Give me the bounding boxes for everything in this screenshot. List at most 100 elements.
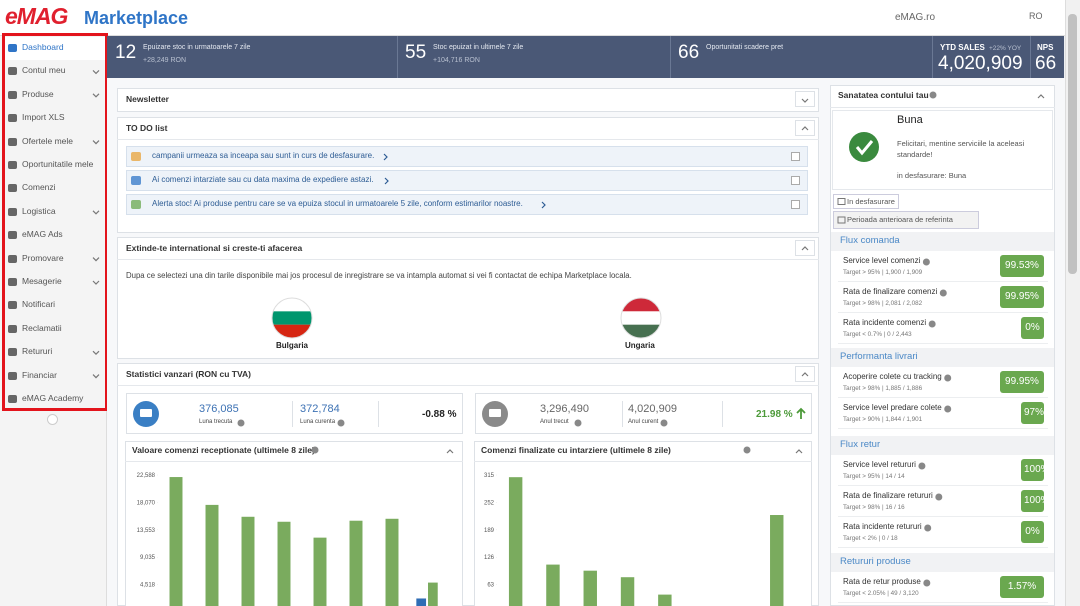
metric-name: Acoperire colete cu tracking (843, 372, 942, 381)
sidebar-item[interactable]: Logistica (22, 205, 56, 216)
kpi-bar (107, 36, 1064, 78)
site-selector[interactable]: eMAG.ro (895, 12, 936, 23)
panel-divider (125, 461, 463, 462)
sidebar-item[interactable]: eMAG Ads (22, 229, 63, 240)
kpi-sub: +28,249 RON (143, 57, 186, 64)
tab-label[interactable]: In desfasurare (847, 196, 895, 206)
sales-change: -0.88 % (422, 409, 457, 420)
todo-item[interactable] (126, 146, 808, 167)
sidebar-item[interactable]: Ofertele mele (22, 135, 74, 146)
sales-value: 376,085 (199, 403, 239, 415)
kpi-divider (670, 36, 671, 78)
tab[interactable] (833, 194, 899, 209)
row-divider (838, 547, 1048, 548)
sidebar-icon (8, 90, 17, 99)
metric-name: Service level retururi (843, 460, 916, 469)
panel-toggle[interactable] (795, 91, 815, 107)
todo-icon (131, 176, 141, 185)
sidebar-item[interactable]: Produse (22, 88, 54, 99)
sidebar-item[interactable]: eMAG Academy (22, 393, 84, 403)
ytd-box (932, 36, 1030, 78)
sales-value: 4,020,909 (628, 403, 677, 415)
row-divider (838, 343, 1048, 344)
metric-value: 100% (1024, 464, 1050, 475)
sidebar-item[interactable]: Reclamatii (22, 322, 62, 333)
kpi-value: 55 (405, 42, 427, 63)
section-header (831, 436, 1054, 455)
sidebar-item[interactable]: Mesagerie (22, 276, 62, 286)
sidebar-icon (8, 44, 17, 52)
sidebar-item-active (3, 37, 106, 60)
todo-icon (131, 200, 141, 209)
international-text: Dupa ce selectezi una din tarile disponi… (126, 271, 632, 280)
metric-value: 0% (1025, 322, 1040, 333)
section-header (831, 553, 1054, 572)
health-title: Sanatatea contului tau (838, 90, 929, 100)
sidebar-icon (8, 231, 17, 240)
todo-checkbox[interactable] (791, 200, 800, 209)
sidebar-icon (8, 324, 17, 333)
sidebar (0, 36, 107, 606)
panel-toggle[interactable] (795, 120, 815, 136)
metric-badge (1021, 402, 1044, 424)
sidebar-icon (8, 114, 17, 123)
sidebar-item[interactable]: Dashboard (22, 42, 64, 52)
todo-text[interactable]: Alerta stoc! Ai produse pentru care se v… (152, 199, 523, 208)
sidebar-item[interactable]: Contul meu (22, 65, 66, 76)
kpi-divider (397, 36, 398, 78)
metric-value: 100% (1024, 495, 1050, 506)
sales-value: 3,296,490 (540, 403, 589, 415)
sidebar-item[interactable]: Notificari (22, 299, 56, 310)
sales-label: Anul curent (628, 419, 659, 425)
todo-checkbox[interactable] (791, 152, 800, 161)
panel-toggle[interactable] (795, 366, 815, 382)
section-title: Performanta livrari (840, 351, 918, 362)
sidebar-item[interactable]: Promovare (22, 252, 64, 263)
row-divider (838, 397, 1048, 398)
sidebar-item[interactable]: Oportunitatile mele (22, 159, 94, 169)
todo-text[interactable]: campanii urmeaza sa inceapa sau sunt in … (152, 151, 375, 160)
sales-change: 21.98 % (756, 409, 793, 420)
todo-text[interactable]: Ai comenzi intarziate sau cu data maxima… (152, 175, 374, 184)
sidebar-item[interactable]: Retururi (22, 346, 53, 357)
language-selector[interactable]: RO (1029, 11, 1043, 21)
logo: eMAG (5, 3, 68, 29)
todo-checkbox[interactable] (791, 176, 800, 185)
metric-name: Rata de retur produse (843, 577, 921, 586)
sales-divider (722, 401, 723, 427)
sales-label: Anul trecut (540, 419, 569, 425)
kpi-label: Stoc epuizat in ultimele 7 zile (433, 44, 524, 51)
sidebar-item[interactable]: Comenzi (22, 182, 56, 193)
sidebar-item[interactable]: Financiar (22, 369, 57, 380)
metric-badge (1021, 459, 1044, 481)
sidebar-icon (8, 137, 17, 146)
country-name[interactable]: Bulgaria (276, 341, 309, 350)
kpi-value: 12 (115, 42, 137, 63)
sales-label: Luna trecuta (199, 419, 233, 425)
panel-title: Newsletter (126, 94, 169, 104)
todo-item[interactable] (126, 194, 808, 215)
metric-badge (1000, 255, 1044, 277)
sidebar-item[interactable]: Import XLS (22, 112, 65, 123)
tab-label[interactable]: Perioada anterioara de referinta (847, 215, 953, 224)
tab[interactable] (833, 211, 979, 229)
collapse-button[interactable] (47, 414, 58, 425)
panel-toggle[interactable] (795, 240, 815, 256)
sales-box (475, 393, 812, 434)
todo-icon (131, 152, 141, 161)
metric-target: Target < 2.05% | 49 / 3,120 (843, 590, 919, 597)
sales-box (126, 393, 463, 434)
row-divider (838, 485, 1048, 486)
sidebar-icon (8, 161, 17, 169)
highlight-frame (2, 33, 108, 411)
section-header (831, 232, 1054, 251)
country-name[interactable]: Ungaria (625, 341, 655, 350)
todo-item[interactable] (126, 170, 808, 191)
metric-value: 99.95% (1005, 376, 1039, 387)
ytd-label: YTD SALES (940, 43, 985, 52)
kpi-sub: +104,716 RON (433, 57, 480, 64)
nps-value: 66 (1035, 53, 1057, 74)
metric-badge (1021, 521, 1044, 543)
metric-badge (1021, 490, 1044, 512)
